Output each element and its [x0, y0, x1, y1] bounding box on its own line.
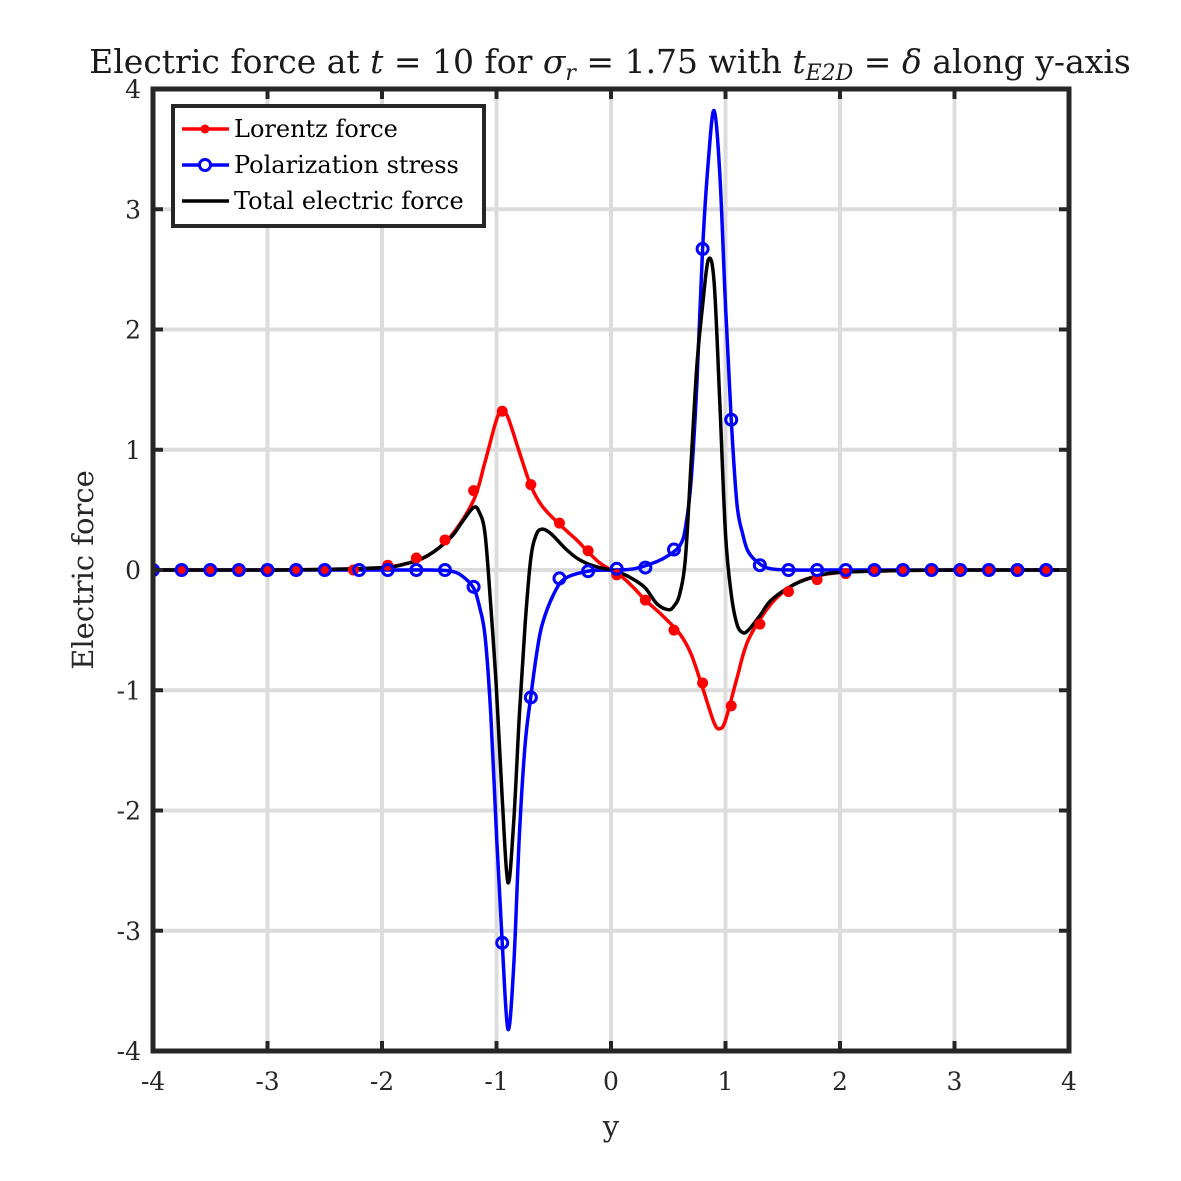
data-point [782, 586, 794, 598]
data-point [638, 560, 653, 575]
data-point [1039, 563, 1054, 577]
legend-item: Total electric force [182, 187, 464, 215]
legend-marker [198, 158, 212, 172]
data-point [523, 690, 538, 705]
y-tick-label: 2 [125, 316, 141, 345]
data-point [525, 479, 537, 491]
y-tick-label: -1 [117, 676, 141, 705]
legend-item: Polarization stress [182, 151, 459, 179]
data-point [495, 935, 510, 950]
x-tick-label: 2 [832, 1067, 848, 1096]
y-tick-label: -2 [117, 797, 141, 826]
legend-label: Lorentz force [234, 115, 398, 143]
legend-label: Polarization stress [234, 151, 459, 179]
x-axis-label: y [602, 1109, 620, 1143]
data-point [410, 552, 422, 564]
data-point [1010, 563, 1025, 577]
data-point [203, 563, 218, 577]
data-point [754, 618, 766, 630]
data-point [668, 624, 680, 636]
data-point [317, 563, 332, 577]
data-point [867, 563, 882, 577]
data-point [582, 545, 594, 557]
data-point [953, 563, 968, 577]
x-tick-label: 4 [1061, 1067, 1077, 1096]
data-point [810, 563, 825, 577]
data-point [697, 677, 709, 689]
y-axis-label: Electric force [66, 470, 100, 670]
y-tick-label: -4 [117, 1037, 141, 1066]
x-tick-label: 0 [603, 1067, 619, 1096]
x-tick-label: -4 [141, 1067, 165, 1096]
y-tick-label: -3 [117, 917, 141, 946]
legend-marker [200, 124, 210, 134]
data-point [466, 579, 481, 594]
data-point [639, 594, 651, 606]
data-point [981, 563, 996, 577]
y-tick-label: 3 [125, 195, 141, 224]
y-tick-label: 0 [125, 556, 141, 585]
data-point [666, 542, 681, 557]
data-point [581, 564, 596, 579]
legend: Lorentz force Polarization stress Total el… [171, 104, 486, 228]
data-point [895, 563, 910, 577]
data-point [409, 563, 424, 577]
data-point [553, 517, 565, 529]
data-point [380, 563, 395, 577]
chart-title: Electric force at t = 10 for σr = 1.75 w… [89, 42, 1131, 86]
data-point [552, 571, 567, 586]
x-tick-label: -3 [255, 1067, 279, 1096]
data-point [924, 563, 939, 577]
x-tick-label: -1 [484, 1067, 508, 1096]
data-point [781, 563, 796, 577]
x-tick-label: -2 [370, 1067, 394, 1096]
data-point [838, 563, 853, 577]
axes: -4 -3 -2 -1 0 1 2 3 4 -4 -3 -2 -1 0 1 2 3 4 [117, 75, 1077, 1096]
legend-label: Total electric force [234, 187, 464, 215]
y-tick-label: 4 [125, 75, 141, 104]
data-point [695, 241, 710, 256]
data-point [260, 563, 275, 577]
data-point [231, 563, 246, 577]
legend-item: Lorentz force [182, 115, 398, 143]
x-tick-label: 1 [718, 1067, 734, 1096]
data-point [496, 405, 508, 417]
y-tick-label: 1 [125, 436, 141, 465]
series-line [153, 256, 1069, 885]
data-point [725, 700, 737, 712]
data-point [174, 563, 189, 577]
data-point [352, 563, 367, 577]
data-point [468, 485, 480, 497]
data-point [439, 534, 451, 546]
data-point [752, 558, 767, 573]
data-point [724, 412, 739, 427]
data-point [609, 561, 624, 576]
data-point [437, 563, 452, 577]
series-total-electric-force [153, 256, 1069, 885]
data-point [289, 563, 304, 577]
x-tick-label: 3 [947, 1067, 963, 1096]
